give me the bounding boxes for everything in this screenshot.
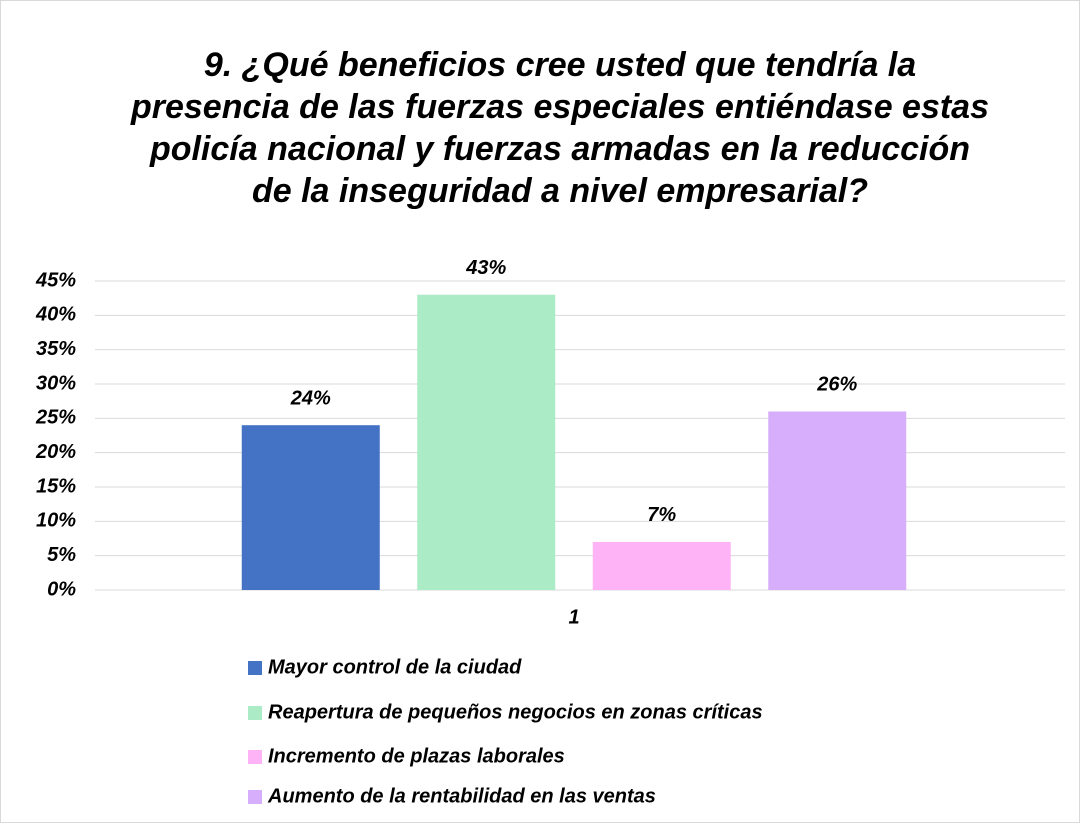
data-label: 7% [647, 504, 676, 526]
legend-label: Mayor control de la ciudad [268, 656, 522, 678]
y-tick-label: 20% [35, 441, 76, 463]
legend-label: Aumento de la rentabilidad en las ventas [267, 785, 656, 807]
data-label: 43% [465, 257, 506, 279]
legend-swatch [248, 706, 262, 720]
legend-label: Reapertura de pequeños negocios en zonas… [268, 701, 763, 723]
chart-title: 9. ¿Qué beneficios cree usted que tendrí… [130, 46, 990, 210]
legend-swatch [248, 750, 262, 764]
bar [417, 294, 556, 590]
x-tick-label: 1 [568, 606, 579, 628]
y-tick-label: 45% [35, 269, 76, 291]
legend-swatch [248, 661, 262, 675]
y-tick-label: 15% [36, 475, 76, 497]
bar [241, 425, 380, 590]
y-tick-label: 5% [47, 544, 76, 566]
y-tick-label: 35% [36, 338, 76, 360]
y-tick-label: 30% [36, 372, 76, 394]
legend-label: Incremento de plazas laborales [268, 745, 565, 767]
y-tick-label: 40% [35, 304, 76, 326]
data-label: 26% [816, 374, 857, 396]
bar [768, 411, 907, 590]
y-tick-label: 25% [35, 407, 76, 429]
data-label: 24% [290, 387, 331, 409]
bar [592, 541, 731, 590]
y-tick-label: 10% [36, 510, 76, 532]
legend-swatch [248, 790, 262, 804]
y-tick-label: 0% [47, 578, 76, 600]
